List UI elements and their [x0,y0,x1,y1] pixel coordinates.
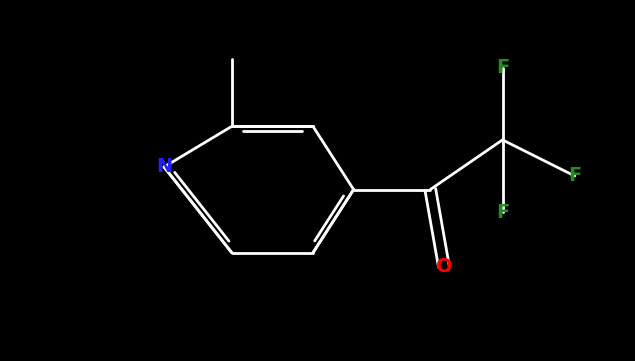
Text: F: F [496,203,509,222]
Text: F: F [496,58,509,77]
Text: O: O [436,257,452,276]
Text: F: F [568,166,581,186]
Text: N: N [156,157,172,177]
